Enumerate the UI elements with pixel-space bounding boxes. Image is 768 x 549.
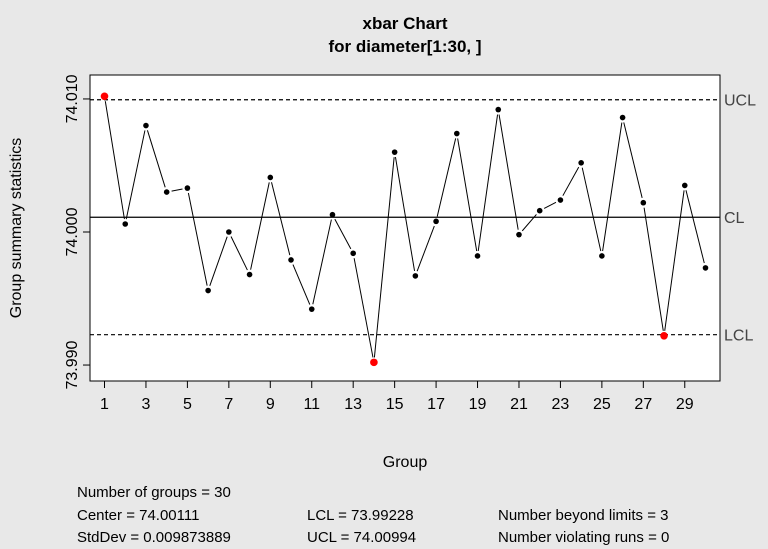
x-tick-label: 3: [142, 396, 151, 413]
data-point: [681, 182, 688, 189]
x-tick-label: 27: [634, 396, 652, 413]
series-segment: [477, 114, 499, 252]
series-line: [104, 101, 705, 358]
series-segment: [125, 130, 146, 220]
series-segment: [623, 122, 643, 198]
data-point: [163, 189, 170, 195]
summary-violating-runs: Number violating runs = 0: [498, 529, 670, 546]
data-point: [495, 106, 502, 113]
series-segment: [521, 214, 537, 232]
data-point: [412, 273, 419, 279]
control-limits: UCL CL LCL: [90, 93, 756, 345]
y-tick-label: 74.010: [64, 74, 81, 123]
violation-point: [660, 331, 668, 340]
data-point: [246, 271, 253, 278]
lcl-label: LCL: [724, 328, 753, 345]
data-point: [702, 265, 709, 271]
series-segment: [436, 138, 457, 217]
chart-subtitle: for diameter[1:30, ]: [328, 37, 481, 56]
data-point: [578, 160, 584, 166]
data-point: [619, 114, 626, 121]
data-point: [557, 197, 564, 203]
series-segment: [104, 101, 125, 220]
series-segment: [457, 138, 478, 252]
series-segment: [562, 166, 580, 196]
data-point: [288, 257, 294, 263]
series-segment: [643, 207, 664, 331]
x-tick-label: 25: [593, 396, 611, 413]
series-segment: [543, 201, 557, 209]
x-tick-label: 15: [386, 396, 404, 413]
data-point: [433, 218, 439, 225]
summary-lcl: LCL = 73.99228: [307, 507, 414, 524]
y-tick-label: 73.990: [64, 340, 81, 389]
series-segment: [230, 236, 248, 271]
ucl-label: UCL: [724, 93, 756, 110]
series-segment: [312, 219, 332, 305]
y-axis: 73.990 74.000 74.010: [64, 74, 91, 390]
y-tick-label: 74.000: [64, 207, 81, 256]
summary-beyond-limits: Number beyond limits = 3: [498, 507, 669, 524]
x-tick-label: 1: [100, 396, 109, 413]
series-segment: [685, 190, 705, 264]
series-segment: [373, 157, 395, 358]
data-point: [454, 130, 460, 137]
series-segment: [292, 264, 311, 305]
x-tick-label: 29: [676, 396, 694, 413]
data-point: [267, 174, 274, 181]
x-axis: 1 3 5 7 9 11 13 15 17 19 21 23 25 27 29: [100, 380, 694, 413]
x-tick-label: 21: [510, 396, 528, 413]
x-tick-label: 11: [303, 396, 320, 413]
cl-label: CL: [724, 210, 745, 227]
series-segment: [664, 190, 685, 331]
data-point: [308, 306, 315, 312]
series-segment: [146, 130, 166, 188]
x-tick-label: 7: [224, 396, 233, 413]
x-tick-label: 19: [469, 396, 487, 413]
data-point: [184, 185, 191, 191]
data-point: [599, 253, 605, 259]
series-segment: [171, 188, 183, 192]
data-point: [226, 229, 232, 235]
data-point: [474, 253, 481, 259]
data-point: [205, 287, 211, 294]
data-point: [350, 250, 356, 257]
y-axis-label: Group summary statistics: [8, 138, 25, 318]
series-segment: [187, 192, 208, 286]
data-point: [536, 207, 543, 214]
summary-groups: Number of groups = 30: [77, 484, 231, 501]
series-segment: [602, 122, 623, 252]
x-tick-label: 5: [183, 396, 192, 413]
x-tick-label: 9: [266, 396, 275, 413]
series-segment: [416, 225, 435, 272]
data-points: [100, 92, 709, 367]
summary-stddev: StdDev = 0.009873889: [77, 529, 231, 546]
series-segment: [394, 157, 416, 272]
data-point: [329, 211, 336, 218]
series-segment: [353, 258, 374, 358]
data-point: [516, 231, 522, 238]
data-point: [640, 199, 647, 206]
series-segment: [250, 182, 270, 270]
chart-title: xbar Chart: [362, 14, 447, 33]
series-segment: [334, 218, 352, 250]
summary-ucl: UCL = 74.00994: [307, 529, 417, 546]
data-point: [122, 221, 129, 227]
summary-center: Center = 74.00111: [77, 507, 200, 524]
data-point: [391, 149, 398, 155]
series-segment: [498, 114, 519, 230]
violation-point: [370, 358, 378, 367]
violation-point: [100, 92, 109, 101]
x-axis-label: Group: [383, 454, 428, 471]
data-point: [143, 122, 149, 129]
x-tick-label: 17: [427, 396, 445, 413]
x-tick-label: 23: [552, 396, 570, 413]
series-segment: [209, 236, 228, 286]
series-segment: [581, 167, 602, 252]
x-tick-label: 13: [344, 396, 362, 413]
series-segment: [271, 182, 291, 256]
